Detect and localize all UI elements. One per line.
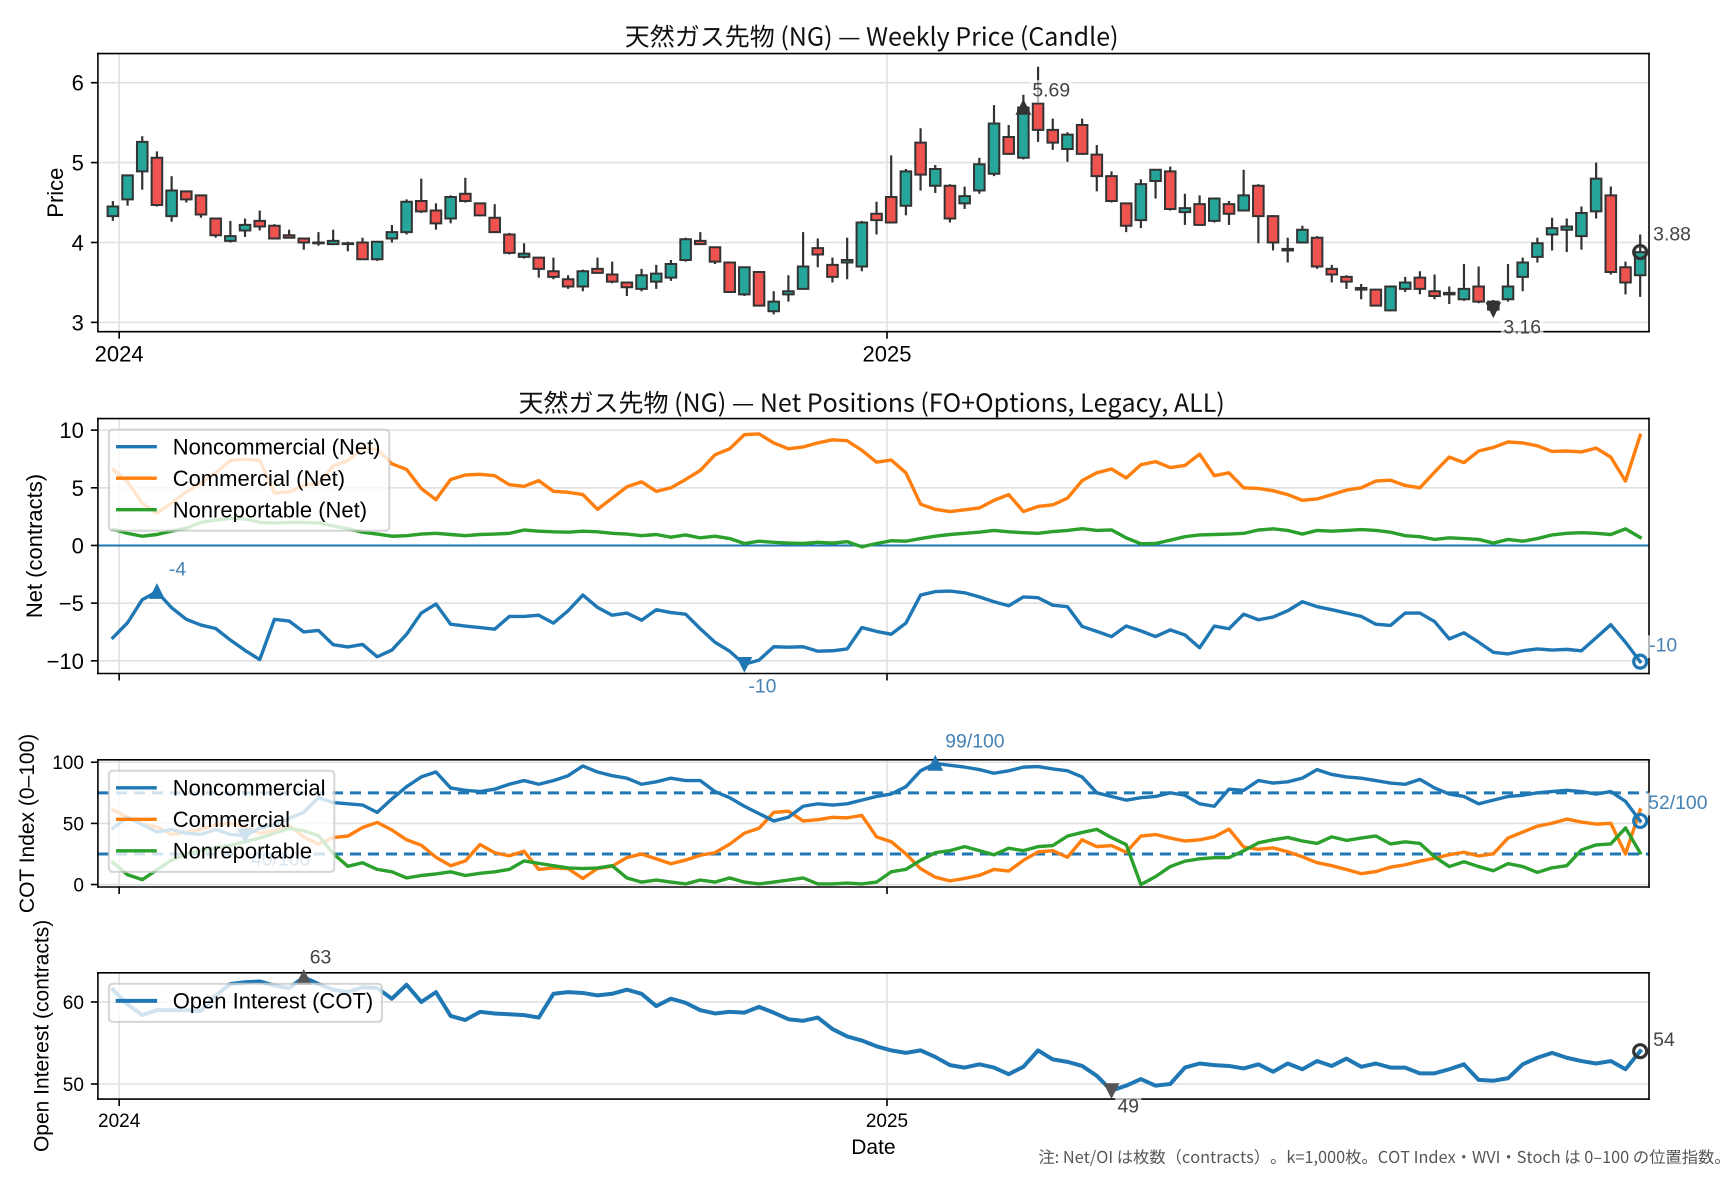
svg-text:0: 0 bbox=[73, 875, 84, 896]
svg-text:5: 5 bbox=[72, 151, 84, 176]
svg-text:50: 50 bbox=[63, 1075, 84, 1096]
svg-text:-10: -10 bbox=[1649, 635, 1677, 657]
svg-text:Net (contracts): Net (contracts) bbox=[22, 474, 47, 618]
svg-text:Open Interest (contracts): Open Interest (contracts) bbox=[30, 920, 53, 1152]
svg-text:Noncommercial (Net): Noncommercial (Net) bbox=[173, 434, 381, 459]
svg-text:Commercial: Commercial bbox=[173, 807, 290, 832]
svg-text:5.69: 5.69 bbox=[1032, 79, 1070, 101]
svg-text:10: 10 bbox=[59, 418, 83, 443]
svg-text:Commercial (Net): Commercial (Net) bbox=[173, 466, 345, 491]
svg-text:-10: -10 bbox=[748, 675, 776, 697]
svg-text:49: 49 bbox=[1118, 1096, 1140, 1118]
svg-text:54: 54 bbox=[1653, 1029, 1675, 1051]
svg-text:100: 100 bbox=[52, 753, 84, 774]
svg-text:4: 4 bbox=[72, 230, 84, 255]
svg-text:2025: 2025 bbox=[863, 342, 912, 367]
svg-text:50: 50 bbox=[63, 814, 84, 835]
svg-text:Nonreportable (Net): Nonreportable (Net) bbox=[173, 497, 367, 522]
svg-text:−5: −5 bbox=[59, 591, 84, 616]
svg-text:Date: Date bbox=[851, 1136, 895, 1159]
svg-text:COT Index (0–100): COT Index (0–100) bbox=[16, 734, 39, 913]
svg-text:99/100: 99/100 bbox=[945, 730, 1005, 752]
svg-text:2024: 2024 bbox=[95, 342, 144, 367]
svg-text:Open Interest (COT): Open Interest (COT) bbox=[173, 989, 374, 1014]
svg-text:52/100: 52/100 bbox=[1648, 792, 1708, 814]
svg-text:Price: Price bbox=[43, 168, 68, 218]
svg-text:63: 63 bbox=[310, 946, 332, 968]
svg-text:-4: -4 bbox=[169, 559, 186, 581]
svg-text:Noncommercial: Noncommercial bbox=[173, 776, 326, 801]
svg-text:0: 0 bbox=[72, 533, 84, 558]
svg-text:Nonreportable: Nonreportable bbox=[173, 839, 312, 864]
svg-text:60: 60 bbox=[63, 993, 84, 1014]
svg-text:3.88: 3.88 bbox=[1653, 224, 1691, 246]
svg-text:−10: −10 bbox=[47, 649, 84, 674]
svg-text:2024: 2024 bbox=[98, 1111, 141, 1132]
svg-text:3.16: 3.16 bbox=[1503, 317, 1541, 339]
svg-text:6: 6 bbox=[72, 71, 84, 96]
svg-text:5: 5 bbox=[72, 476, 84, 501]
svg-text:2025: 2025 bbox=[866, 1111, 908, 1132]
svg-text:3: 3 bbox=[72, 310, 84, 335]
